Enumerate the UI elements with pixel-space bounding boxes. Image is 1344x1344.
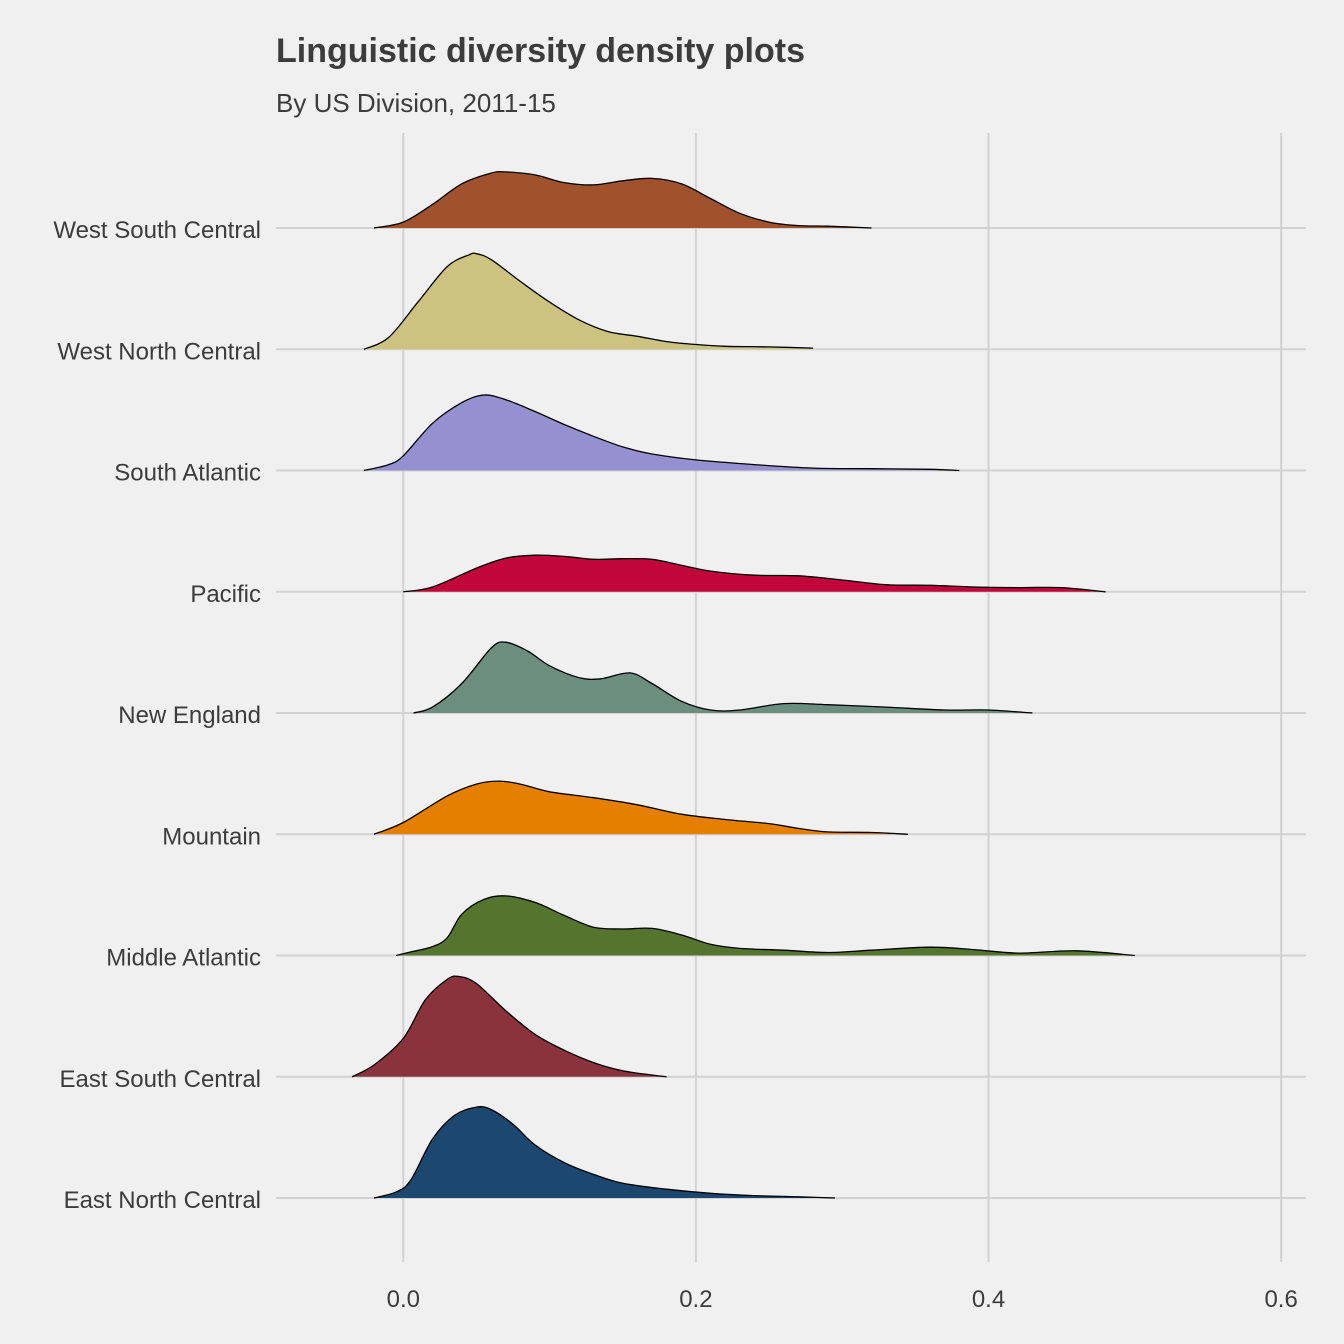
label-layer: 0.0 0.2 0.4 0.6 West South Central West North… bbox=[53, 217, 1297, 1313]
x-tick-label: 0.6 bbox=[1264, 1286, 1297, 1313]
y-category-label: Middle Atlantic bbox=[106, 945, 261, 972]
chart-title: Linguistic diversity density plots bbox=[276, 32, 805, 70]
y-category-label: East North Central bbox=[64, 1187, 261, 1214]
y-category-label: New England bbox=[118, 702, 261, 729]
density-area-pacific bbox=[403, 555, 1106, 592]
density-outline-west-north-central bbox=[363, 252, 813, 350]
density-area-mountain bbox=[374, 781, 908, 835]
y-category-label: South Atlantic bbox=[114, 460, 261, 487]
density-area-west-south-central bbox=[374, 171, 872, 228]
density-area-west-north-central bbox=[363, 253, 813, 350]
density-outline-pacific bbox=[403, 554, 1106, 593]
x-tick-label: 0.0 bbox=[387, 1286, 420, 1313]
density-outline-new-england bbox=[413, 641, 1033, 714]
density-outline-east-north-central bbox=[373, 1106, 835, 1199]
density-area-south-atlantic bbox=[363, 394, 960, 471]
ridge-layer bbox=[351, 171, 1135, 1199]
y-category-label: West South Central bbox=[53, 217, 261, 244]
density-outline-south-atlantic bbox=[363, 394, 960, 472]
density-area-middle-atlantic bbox=[396, 895, 1135, 956]
y-category-label: West North Central bbox=[57, 338, 261, 365]
density-outline-west-south-central bbox=[373, 171, 872, 229]
density-outline-middle-atlantic bbox=[395, 895, 1135, 957]
y-category-label: Mountain bbox=[162, 823, 261, 850]
chart-subtitle: By US Division, 2011-15 bbox=[276, 88, 556, 118]
y-category-label: East South Central bbox=[60, 1066, 261, 1093]
density-area-new-england bbox=[413, 641, 1033, 713]
y-category-label: Pacific bbox=[190, 581, 261, 608]
x-tick-label: 0.4 bbox=[972, 1286, 1005, 1313]
x-tick-label: 0.2 bbox=[679, 1286, 712, 1313]
density-outline-east-south-central bbox=[351, 975, 667, 1078]
density-outline-mountain bbox=[373, 780, 909, 835]
density-area-east-north-central bbox=[374, 1106, 835, 1198]
density-area-east-south-central bbox=[352, 976, 667, 1077]
